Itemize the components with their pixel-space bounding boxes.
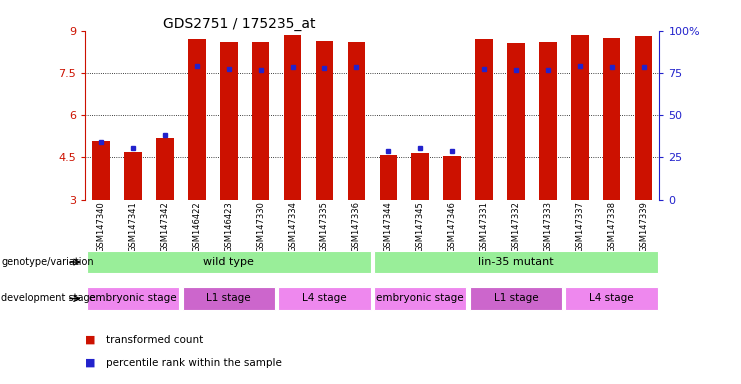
Bar bbox=[571, 35, 588, 200]
Text: wild type: wild type bbox=[203, 257, 254, 266]
Text: GDS2751 / 175235_at: GDS2751 / 175235_at bbox=[163, 17, 316, 31]
Bar bbox=[188, 39, 206, 200]
Bar bbox=[252, 42, 270, 200]
Bar bbox=[539, 42, 556, 200]
Text: L1 stage: L1 stage bbox=[494, 293, 538, 303]
Text: transformed count: transformed count bbox=[106, 335, 203, 345]
Text: L1 stage: L1 stage bbox=[207, 293, 251, 303]
Bar bbox=[565, 287, 658, 310]
Bar bbox=[220, 42, 238, 200]
Bar bbox=[93, 141, 110, 200]
Bar bbox=[278, 287, 370, 310]
Bar bbox=[507, 43, 525, 200]
Text: L4 stage: L4 stage bbox=[302, 293, 347, 303]
Bar bbox=[87, 251, 370, 273]
Bar bbox=[374, 287, 467, 310]
Bar bbox=[374, 251, 658, 273]
Text: lin-35 mutant: lin-35 mutant bbox=[478, 257, 554, 266]
Text: percentile rank within the sample: percentile rank within the sample bbox=[106, 358, 282, 368]
Text: genotype/variation: genotype/variation bbox=[1, 257, 94, 267]
Bar bbox=[443, 156, 461, 200]
Text: L4 stage: L4 stage bbox=[589, 293, 634, 303]
Text: embryonic stage: embryonic stage bbox=[376, 293, 464, 303]
Bar bbox=[316, 41, 333, 200]
Bar bbox=[348, 42, 365, 200]
Text: embryonic stage: embryonic stage bbox=[89, 293, 177, 303]
Bar bbox=[411, 153, 429, 200]
Bar bbox=[156, 138, 173, 200]
Bar bbox=[124, 152, 142, 200]
Bar bbox=[475, 39, 493, 200]
Bar bbox=[182, 287, 275, 310]
Text: ■: ■ bbox=[85, 335, 96, 345]
Bar bbox=[87, 287, 179, 310]
Bar bbox=[603, 38, 620, 200]
Text: ■: ■ bbox=[85, 358, 96, 368]
Bar bbox=[635, 36, 652, 200]
Text: development stage: development stage bbox=[1, 293, 96, 303]
Bar bbox=[379, 155, 397, 200]
Bar bbox=[284, 35, 302, 200]
Bar bbox=[470, 287, 562, 310]
